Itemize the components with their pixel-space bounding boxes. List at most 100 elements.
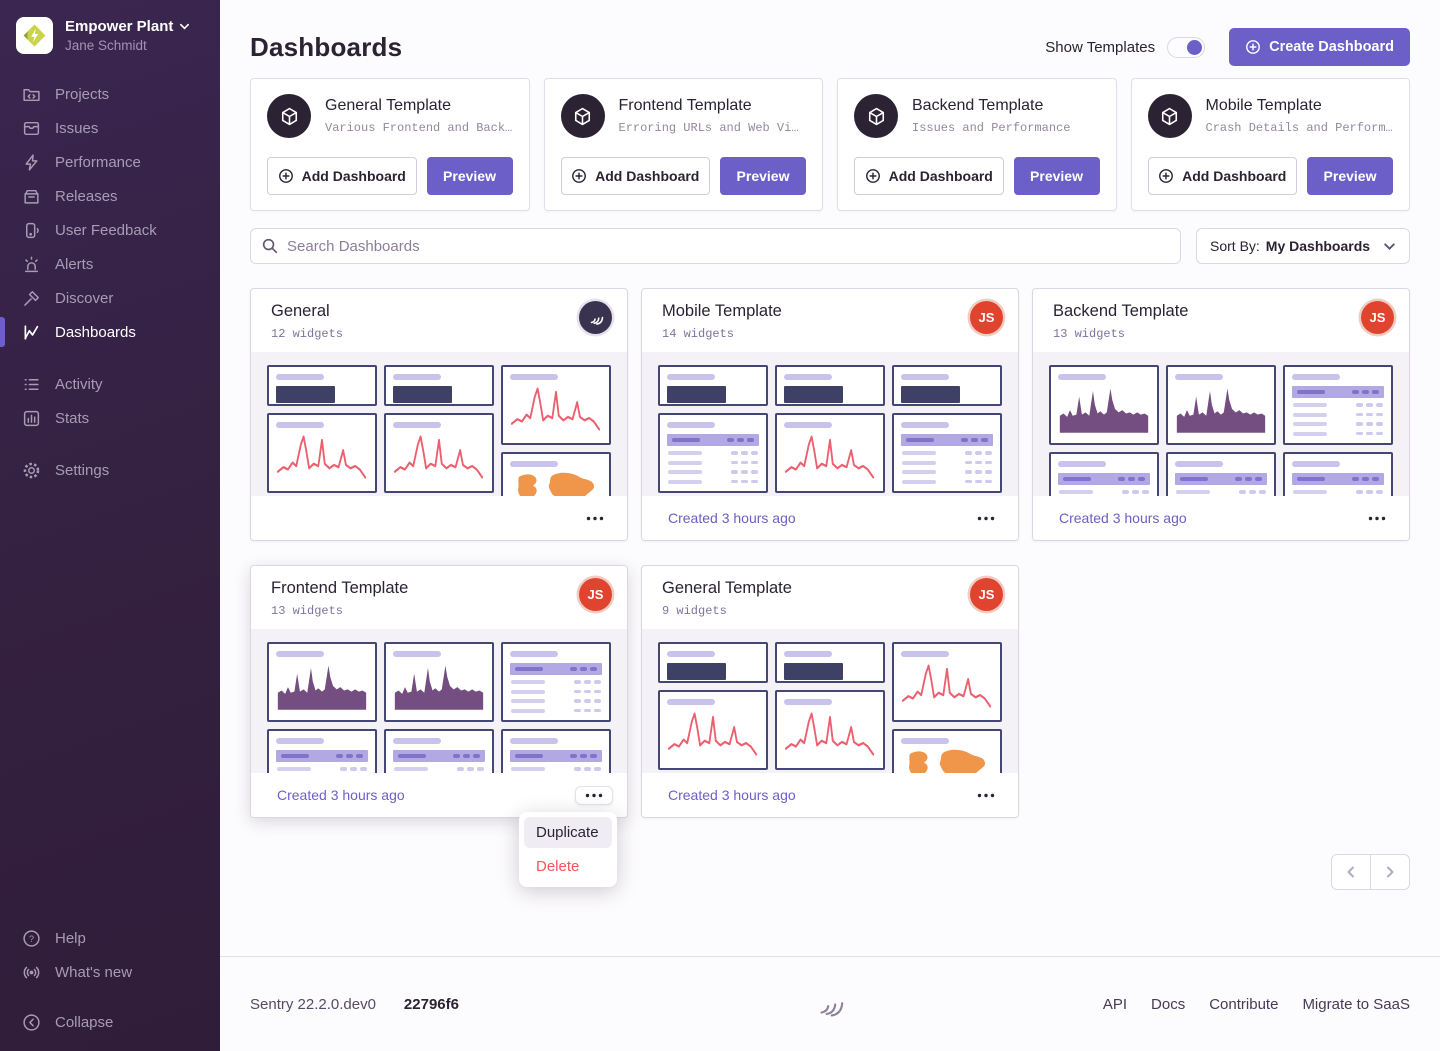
footer-link-contribute[interactable]: Contribute [1209,995,1279,1013]
card-menu-button[interactable] [575,785,613,805]
sidebar-item-whats-new[interactable]: What's new [0,955,220,989]
mini-widget-area [267,642,377,722]
sidebar-item-label: What's new [55,963,133,981]
dashboard-preview [642,629,1018,773]
mini-widget-area [384,642,494,722]
preview-button[interactable]: Preview [720,157,806,195]
dashboard-preview [251,629,627,773]
pagination-next-button[interactable] [1370,854,1410,890]
add-dashboard-label: Add Dashboard [888,168,993,184]
sidebar-item-activity[interactable]: Activity [0,367,220,401]
archive-icon [22,187,41,206]
sentry-logo-icon [813,987,847,1021]
dashboard-card[interactable]: General 12 widgets [250,288,628,541]
sidebar-item-label: Issues [55,119,99,137]
mini-widget-table [501,729,611,773]
sidebar-item-user-feedback[interactable]: User Feedback [0,213,220,247]
line-chart-icon [22,323,41,342]
preview-label: Preview [443,168,496,184]
sidebar-item-projects[interactable]: Projects [0,77,220,111]
dashboard-card[interactable]: Frontend Template 13 widgets JS Created … [250,565,628,818]
sidebar-item-settings[interactable]: Settings [0,453,220,487]
add-dashboard-button[interactable]: Add Dashboard [267,157,417,195]
dashboard-preview [1033,352,1409,496]
svg-text:?: ? [29,933,34,943]
footer-link-docs[interactable]: Docs [1151,995,1186,1013]
user-avatar: JS [579,578,612,611]
dashboard-preview [642,352,1018,496]
search-input[interactable] [250,228,1181,264]
add-dashboard-button[interactable]: Add Dashboard [1147,157,1297,195]
show-templates-toggle[interactable] [1167,36,1206,58]
sidebar-item-dashboards[interactable]: Dashboards [0,315,220,349]
preview-button[interactable]: Preview [1307,157,1393,195]
context-menu-item-delete[interactable]: Delete [536,858,580,875]
pagination [250,854,1410,890]
sidebar-item-label: Performance [55,153,141,171]
mini-widget-bignumber [775,365,885,406]
org-logo [16,17,53,54]
add-dashboard-label: Add Dashboard [301,168,406,184]
sidebar-item-discover[interactable]: Discover [0,281,220,315]
sidebar-item-label: Activity [55,375,103,393]
card-menu-button[interactable] [968,510,1004,527]
card-menu-button[interactable] [577,510,613,527]
dashboard-title: Frontend Template [271,579,409,597]
mini-widget-area [1049,365,1159,445]
preview-button[interactable]: Preview [426,157,513,195]
mini-widget-line [501,365,611,445]
dashboard-widget-count: 13 widgets [271,604,344,618]
cube-icon [1147,94,1192,138]
siren-icon [22,255,41,274]
mini-widget-bignumber [658,365,768,406]
sidebar-item-alerts[interactable]: Alerts [0,247,220,281]
sidebar-item-performance[interactable]: Performance [0,145,220,179]
footer-link-api[interactable]: API [1102,995,1128,1013]
dashboard-widget-count: 12 widgets [271,327,344,341]
add-dashboard-label: Add Dashboard [595,168,700,184]
chevron-down-icon [179,21,190,32]
context-menu-item-duplicate[interactable]: Duplicate [524,817,612,848]
mini-widget-bignumber [775,642,885,683]
sidebar-item-label: User Feedback [55,221,157,239]
mini-widget-line [384,413,494,493]
sidebar-item-label: Alerts [55,255,94,273]
user-avatar: JS [1361,301,1394,334]
preview-button[interactable]: Preview [1013,157,1100,195]
mini-widget-table [1283,365,1393,445]
search-icon [261,237,278,254]
dashboard-card[interactable]: General Template 9 widgets JS Created 3 … [641,565,1019,818]
sentry-version: Sentry 22.2.0.dev0 [250,995,376,1013]
dashboard-card[interactable]: Mobile Template 14 widgets JS Created 3 … [641,288,1019,541]
card-menu-button[interactable] [1359,510,1395,527]
sidebar-item-help[interactable]: ? Help [0,921,220,955]
pagination-prev-button[interactable] [1331,854,1371,890]
preview-label: Preview [1323,168,1377,184]
sidebar-item-label: Help [55,929,86,947]
sidebar-item-label: Dashboards [55,323,136,341]
created-timestamp: Created 3 hours ago [277,787,405,803]
user-avatar: JS [970,301,1003,334]
stack-icon [22,119,41,138]
sidebar-item-issues[interactable]: Issues [0,111,220,145]
add-dashboard-button[interactable]: Add Dashboard [854,157,1004,195]
cube-icon [560,94,605,138]
show-templates-label: Show Templates [1045,38,1156,56]
user-avatar: JS [970,578,1003,611]
footer-link-migrate-to-saas[interactable]: Migrate to SaaS [1302,995,1410,1013]
folder-code-icon [22,85,41,104]
sidebar-item-collapse[interactable]: Collapse [0,1005,220,1039]
sort-label: Sort By: [1210,238,1260,254]
add-dashboard-button[interactable]: Add Dashboard [560,157,710,195]
template-title: General Template [325,97,451,114]
create-dashboard-button[interactable]: Create Dashboard [1229,28,1410,66]
card-menu-button[interactable] [968,787,1004,804]
dashboard-card[interactable]: Backend Template 13 widgets JS Created 3… [1032,288,1410,541]
sort-dropdown[interactable]: Sort By: My Dashboards [1196,228,1410,264]
sidebar-item-releases[interactable]: Releases [0,179,220,213]
sidebar-item-stats[interactable]: Stats [0,401,220,435]
created-timestamp: Created 3 hours ago [668,787,796,803]
phone-icon [22,221,41,240]
org-switcher[interactable]: Empower Plant Jane Schmidt [0,0,220,69]
mini-widget-line [658,690,768,770]
